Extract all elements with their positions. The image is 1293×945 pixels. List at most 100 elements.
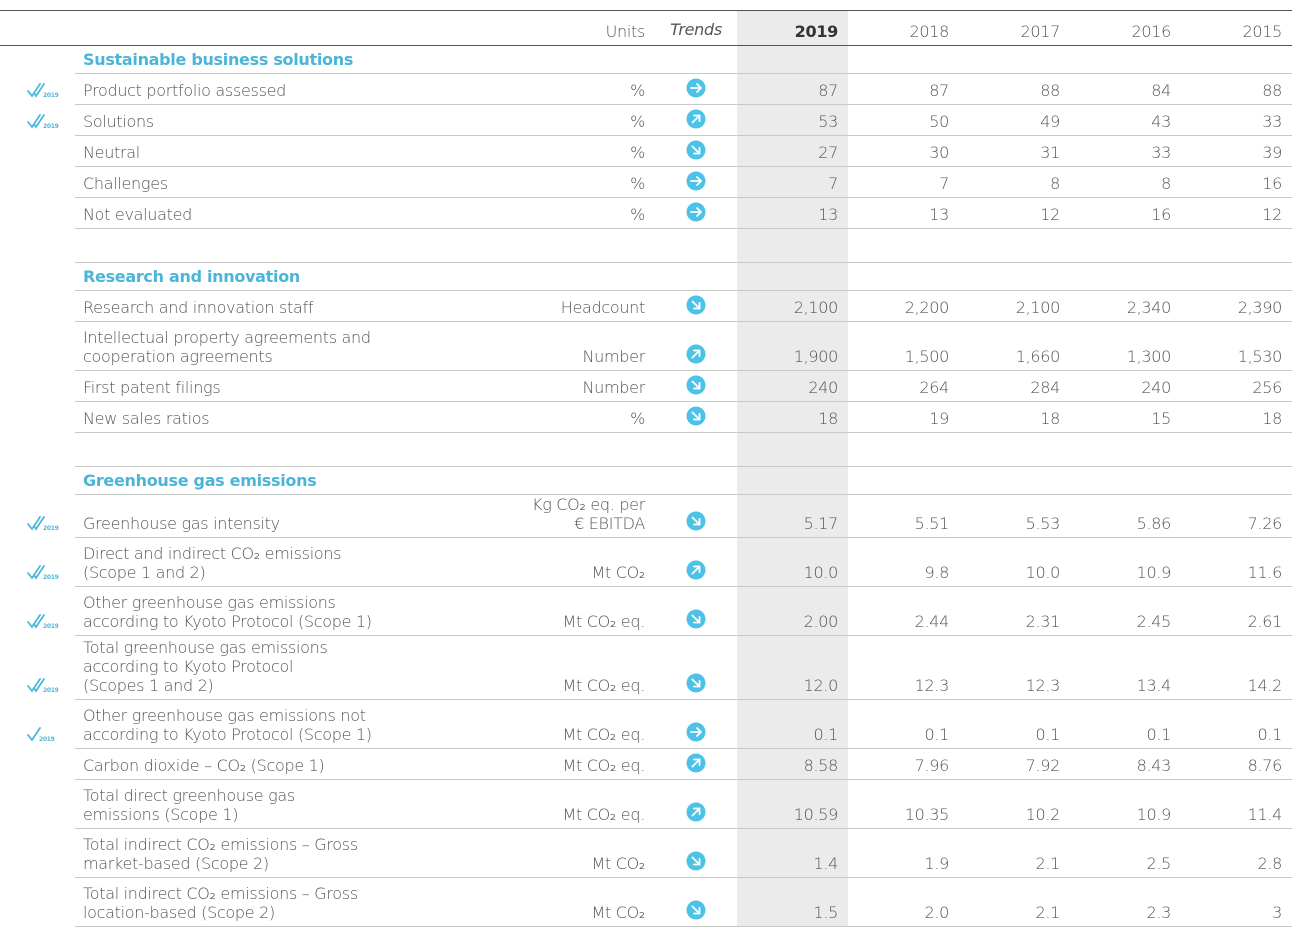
row-units: % [405,135,655,167]
value-cell: 18 [1181,401,1292,433]
check-stroke [32,113,45,129]
trend-arrow [691,614,701,624]
value-cell: 88 [1181,73,1292,105]
arrow-head [696,176,702,186]
value-cell: 30 [848,135,959,167]
row-label: New sales ratios [75,401,405,433]
empty-cell [959,228,1070,263]
arrow-head [692,758,701,767]
trend-arrow [690,207,702,217]
trend-icon [686,406,706,426]
value-cell: 5.53 [959,494,1070,538]
value-cell: 1.4 [737,828,848,878]
check-cell [0,167,75,198]
trend-arrow [691,349,701,359]
check-cell [0,291,75,322]
check-icon: 2019 [26,613,58,630]
data-row: 2019 Greenhouse gas intensity Kg CO₂ eq. p… [0,494,1292,538]
value-cell: 15 [1070,401,1181,433]
arrow-head [692,906,701,915]
trend-arrow [691,807,701,817]
arrow-head [696,83,702,93]
trend-icon [686,295,706,315]
value-cell: 13 [848,197,959,229]
check-stroke [26,613,41,629]
row-label: Not evaluated [75,197,405,229]
section-title: Sustainable business solutions [75,45,737,74]
trend-icon [686,109,706,129]
check-strokes [26,564,45,580]
row-units: Mt CO₂ eq. [405,699,655,749]
value-cell: 1,900 [737,321,848,371]
data-table: Units Trends 2019 2018 2017 2016 2015 Sustainab… [0,10,1292,927]
row-label: Total direct greenhouse gas emissions (S… [75,779,405,829]
header-row: Units Trends 2019 2018 2017 2016 2015 [0,10,1292,46]
value-cell: 2.44 [848,586,959,636]
row-label: Challenges [75,166,405,198]
empty-cell [959,432,1070,467]
row-label: Total indirect CO₂ emissions – Gross loc… [75,877,405,927]
value-cell: 19 [848,401,959,433]
year-header: 2015 [1181,10,1292,46]
trend-cell [655,635,737,700]
value-cell: 7 [737,166,848,198]
value-cell: 2.8 [1181,828,1292,878]
value-cell: 8.58 [737,748,848,780]
trend-cell [655,828,737,878]
trend-arrow [691,114,701,124]
check-year: 2019 [43,687,59,694]
section-row: Sustainable business solutions [0,45,1292,74]
value-cell: 2.5 [1070,828,1181,878]
data-row: 2019 Other greenhouse gas emissions not a… [0,699,1292,749]
row-label: Greenhouse gas intensity [75,494,405,538]
year-header: 2019 [737,10,848,46]
row-label: Product portfolio assessed [75,73,405,105]
row-label: Neutral [75,135,405,167]
empty-cell [737,45,848,74]
row-units: Kg CO₂ eq. per € EBITDA [405,494,655,538]
section-title: Research and innovation [75,262,737,291]
trend-icon [686,753,706,773]
empty-cell [1070,262,1181,291]
value-cell: 7 [848,166,959,198]
check-cell [0,878,75,927]
row-label: Other greenhouse gas emissions not accor… [75,699,405,749]
check-year: 2019 [43,574,59,581]
trend-arrow [691,516,701,526]
trend-icon [686,722,706,742]
value-cell: 3 [1181,877,1292,927]
trend-icon [686,900,706,920]
check-strokes [26,726,41,742]
empty-cell [737,228,848,263]
value-cell: 33 [1070,135,1181,167]
empty-cell [1070,45,1181,74]
check-stroke [32,82,45,98]
empty-cell [0,263,75,291]
check-stroke [26,82,41,98]
arrow-head [692,349,701,358]
row-label: Other greenhouse gas emissions according… [75,586,405,636]
trend-arrow [691,145,701,155]
trend-icon [686,609,706,629]
trend-arrow [690,727,702,737]
trend-arrow [690,83,702,93]
value-cell: 16 [1070,197,1181,229]
arrow-shaft [691,300,701,310]
data-row: Research and innovation staff Headcount 2,… [0,290,1292,322]
arrow-shaft [691,758,701,768]
check-stroke [26,564,41,580]
value-cell: 1,530 [1181,321,1292,371]
data-row: 2019 Solutions% 53 50 49 43 33 [0,104,1292,136]
units-header: Units [405,10,655,46]
trend-icon [686,202,706,222]
trend-cell [655,699,737,749]
check-cell: 2019 [0,538,75,587]
value-cell: 1.5 [737,877,848,927]
check-strokes [26,113,45,129]
check-year: 2019 [43,525,59,532]
row-label: Research and innovation staff [75,290,405,322]
trend-icon [686,344,706,364]
data-row: Total indirect CO₂ emissions – Gross loc… [0,877,1292,927]
arrow-head [692,146,701,155]
value-cell: 2,200 [848,290,959,322]
